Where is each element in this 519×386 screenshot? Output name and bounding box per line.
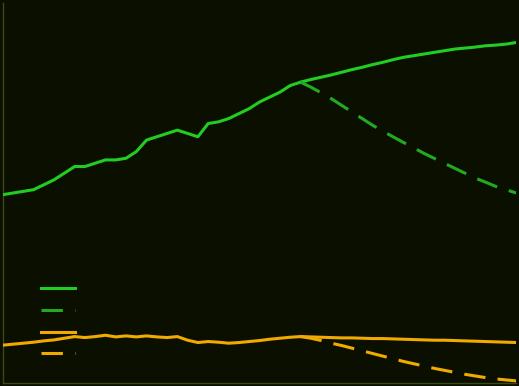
- Legend: , , , : , , ,: [40, 282, 77, 361]
